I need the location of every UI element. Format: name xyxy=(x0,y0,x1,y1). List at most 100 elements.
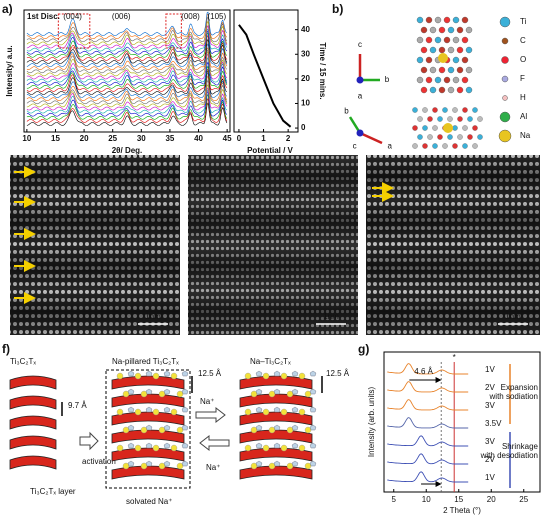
xrd-curve xyxy=(26,32,228,58)
legend-swatch xyxy=(499,111,511,123)
curve-label: 3V xyxy=(485,401,495,410)
solvent xyxy=(127,388,135,395)
atom xyxy=(456,66,464,74)
atom xyxy=(425,16,433,24)
xrd-curve xyxy=(26,13,228,40)
atom xyxy=(437,134,443,140)
atom xyxy=(425,76,433,84)
xrd-curve xyxy=(387,399,469,411)
atom xyxy=(432,143,438,149)
atom xyxy=(434,16,442,24)
x-tick-label: 25 xyxy=(108,134,117,143)
atom xyxy=(461,16,469,24)
atom xyxy=(477,134,483,140)
mxene-layer xyxy=(9,415,57,430)
xrd-curve xyxy=(387,381,469,393)
xrd-curve xyxy=(26,56,228,83)
na-ion xyxy=(280,408,288,416)
na-ion xyxy=(170,444,178,452)
na-ion xyxy=(134,372,142,380)
atom xyxy=(452,107,458,113)
xrd-curve xyxy=(26,38,228,64)
solvent xyxy=(145,388,153,395)
solvent xyxy=(145,424,153,431)
atom xyxy=(416,16,424,24)
x-tick-label: 0 xyxy=(237,134,242,143)
atom xyxy=(429,46,437,54)
curve-label: 2V xyxy=(485,455,495,464)
peak-label: (006) xyxy=(112,12,131,21)
panel-label: f) xyxy=(2,342,10,356)
mxene-layer xyxy=(239,393,313,408)
curve-label: 3.5V xyxy=(485,419,502,428)
diagram-label: Na–Ti₃C₂Tₓ xyxy=(250,357,291,366)
solvent xyxy=(163,424,171,431)
atom xyxy=(472,143,478,149)
na-ion xyxy=(152,372,160,380)
diagram-label: 12.5 Å xyxy=(326,369,350,378)
axis-title: Time / 15 mins. xyxy=(318,42,327,99)
solvent xyxy=(309,442,317,449)
atom xyxy=(462,143,468,149)
axis-title: Potential / V xyxy=(247,146,293,155)
panel-label: a) xyxy=(2,2,13,16)
atom xyxy=(461,36,469,44)
mxene-layer xyxy=(239,465,313,480)
solvent xyxy=(127,442,135,449)
mxene-layer xyxy=(9,395,57,410)
legend-label: Na xyxy=(520,131,531,140)
atom xyxy=(417,134,423,140)
solvent xyxy=(291,424,299,431)
xrd-curve xyxy=(387,417,469,429)
solvent xyxy=(181,424,189,431)
atom xyxy=(438,86,446,94)
atom xyxy=(457,116,463,122)
xrd-curve xyxy=(26,93,228,120)
solvent xyxy=(181,370,189,377)
x-tick-label: 10 xyxy=(422,495,431,504)
atom xyxy=(427,134,433,140)
atom xyxy=(467,116,473,122)
tem-bands xyxy=(10,155,180,335)
na-ion xyxy=(116,372,124,380)
tem-bands xyxy=(366,155,540,335)
xrd-curve xyxy=(26,89,228,114)
atom xyxy=(429,66,437,74)
atom xyxy=(432,107,438,113)
arrow-shape xyxy=(79,431,99,451)
solvent xyxy=(255,388,263,395)
atom xyxy=(452,56,460,64)
x-tick-label: 15 xyxy=(51,134,60,143)
solvent xyxy=(127,424,135,431)
x-tick-label: 5 xyxy=(392,495,397,504)
axis-origin xyxy=(356,129,364,137)
legend-label: F xyxy=(520,74,525,83)
atom xyxy=(447,66,455,74)
atom xyxy=(462,125,468,131)
xrd-curve xyxy=(26,30,228,55)
atom xyxy=(422,107,428,113)
x-tick-label: 30 xyxy=(137,134,146,143)
solvent xyxy=(181,406,189,413)
solvent xyxy=(181,388,189,395)
na-ion xyxy=(244,372,252,380)
atom xyxy=(429,26,437,34)
dashed-box xyxy=(105,369,191,489)
atom xyxy=(412,143,418,149)
xrd-curve xyxy=(26,20,228,46)
x-tick-label: 20 xyxy=(80,134,89,143)
xrd-curve xyxy=(26,79,228,105)
mxene-layer xyxy=(111,465,185,480)
solvent xyxy=(181,442,189,449)
axis-arrow xyxy=(359,131,383,145)
atom xyxy=(465,46,473,54)
atom xyxy=(465,26,473,34)
highlight-box xyxy=(165,13,182,49)
axis-label: a xyxy=(387,142,392,151)
atom xyxy=(422,143,428,149)
scale-label: 1nm xyxy=(505,312,521,321)
y-tick-label: 20 xyxy=(301,74,310,83)
atom xyxy=(425,56,433,64)
peak-label: (004) xyxy=(63,12,82,21)
xrd-curve xyxy=(26,49,228,74)
